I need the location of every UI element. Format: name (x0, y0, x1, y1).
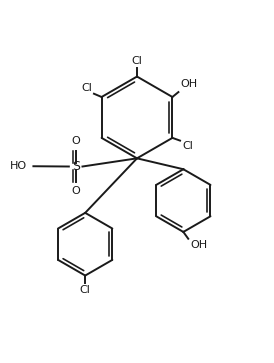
Text: OH: OH (180, 79, 197, 89)
Text: OH: OH (190, 240, 207, 250)
Text: Cl: Cl (132, 56, 142, 66)
Text: Cl: Cl (80, 285, 91, 295)
Text: O: O (71, 136, 80, 146)
Text: HO: HO (10, 161, 27, 171)
Text: Cl: Cl (182, 141, 193, 151)
Text: Cl: Cl (81, 83, 92, 93)
Text: O: O (71, 186, 80, 196)
Text: S: S (72, 160, 80, 173)
